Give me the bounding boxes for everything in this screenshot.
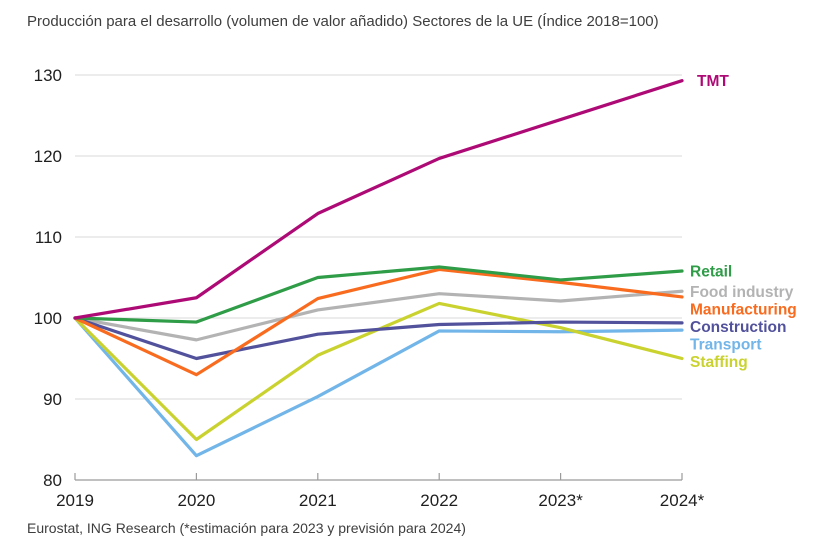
series-line-construction [73,316,684,361]
series-label-food-industry: Food industry [690,284,794,301]
series-line-tmt [73,79,684,320]
chart-title: Producción para el desarrollo (volumen d… [27,13,659,30]
x-tick-label: 2020 [177,491,215,510]
series-label-tmt: TMT [697,73,729,90]
series-label-retail: Retail [690,264,732,281]
y-tick-label: 130 [34,66,62,85]
x-tick-label: 2023* [538,491,583,510]
x-tick-label: 2019 [56,491,94,510]
y-tick-label: 120 [34,147,62,166]
x-tick-label: 2022 [420,491,458,510]
series-label-staffing: Staffing [690,354,748,371]
y-tick-label: 90 [43,390,62,409]
series-line-transport [73,316,684,458]
series-label-manufacturing: Manufacturing [690,301,797,318]
x-tick-label: 2021 [299,491,337,510]
x-tick-label: 2024* [660,491,705,510]
series-line-retail [73,265,684,324]
y-tick-label: 80 [43,471,62,490]
series-line-food-industry [73,289,684,342]
source-note: Eurostat, ING Research (*estimación para… [27,520,466,536]
y-tick-label: 100 [34,309,62,328]
y-tick-label: 110 [35,228,62,247]
series-label-transport: Transport [690,336,761,353]
series-label-construction: Construction [690,319,786,336]
series-line-manufacturing [73,267,684,377]
